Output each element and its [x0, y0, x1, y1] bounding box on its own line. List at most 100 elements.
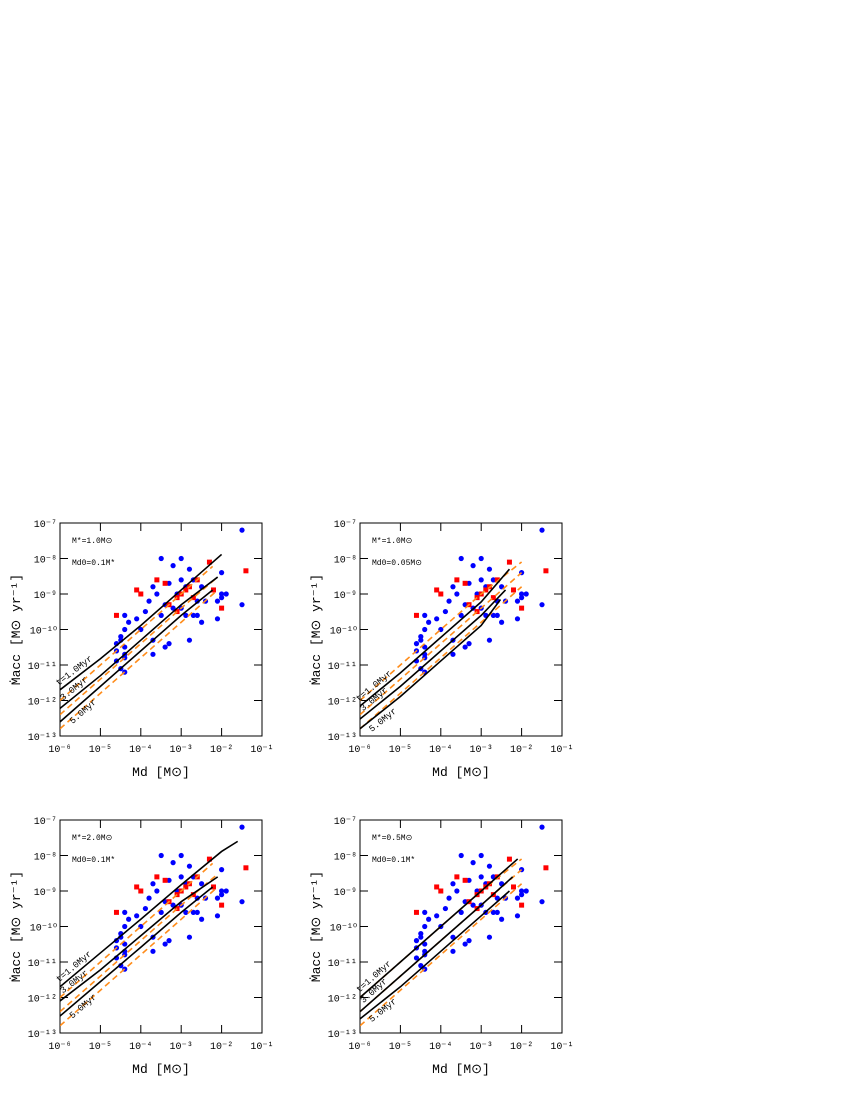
circle-point: [478, 874, 484, 880]
circle-point: [539, 824, 545, 830]
plot-frame: [359, 522, 563, 737]
circle-point: [170, 563, 176, 569]
circle-point: [514, 598, 521, 604]
square-point: [519, 605, 525, 611]
y-tick-label: 10⁻¹³: [328, 1030, 357, 1041]
square-point: [210, 587, 216, 593]
circle-point: [219, 591, 225, 597]
circle-point: [514, 913, 521, 919]
y-axis-label: Ṁacc [M⊙ yr⁻¹]: [9, 574, 24, 685]
x-tick-label: 10⁻¹: [250, 745, 273, 756]
circle-point: [466, 938, 472, 944]
y-tick-label: 10⁻¹⁰: [330, 626, 357, 638]
square-point: [154, 874, 160, 880]
circle-point: [150, 948, 156, 954]
x-tick-label: 10⁻²: [510, 745, 533, 756]
circle-point: [442, 608, 449, 615]
x-tick-label: 10⁻⁵: [389, 1042, 412, 1053]
y-tick-label: 10⁻¹¹: [28, 959, 57, 970]
model-line: [360, 883, 523, 1027]
circle-point: [486, 637, 493, 643]
square-point: [183, 884, 189, 890]
y-tick-label: 10⁻⁸: [334, 853, 357, 864]
square-point: [506, 856, 512, 862]
circle-point: [462, 941, 468, 947]
x-tick-label: 10⁻³: [470, 1042, 493, 1053]
square-point: [434, 587, 440, 593]
circle-point: [166, 877, 172, 883]
y-tick-label: 10⁻⁸: [34, 556, 57, 567]
square-point: [462, 580, 468, 586]
square-point: [519, 902, 525, 908]
model-line: [360, 589, 507, 720]
circle-point: [178, 555, 184, 562]
square-point: [206, 559, 212, 565]
y-tick-label: 10⁻¹¹: [328, 959, 357, 970]
circle-point: [166, 641, 172, 647]
model-line: [60, 876, 219, 1002]
circle-point: [158, 852, 164, 859]
y-tick-label: 10⁻¹²: [28, 995, 57, 1006]
circle-point: [194, 612, 200, 618]
circle-point: [494, 612, 500, 618]
circle-point: [183, 612, 189, 618]
circle-point: [486, 934, 493, 940]
circle-point: [539, 899, 545, 905]
circle-point: [422, 923, 428, 930]
circle-point: [418, 637, 424, 643]
x-tick-label: 10⁻⁴: [429, 744, 452, 756]
y-tick-label: 10⁻⁹: [34, 591, 57, 602]
circle-point: [499, 619, 505, 625]
circle-point: [146, 895, 152, 901]
circle-point: [150, 584, 156, 590]
circle-point: [214, 598, 221, 604]
circle-point: [158, 909, 164, 915]
circle-point: [239, 527, 245, 533]
circle-point: [470, 563, 476, 569]
x-tick-label: 10⁻¹: [550, 1042, 573, 1053]
circle-point: [462, 644, 468, 650]
circle-point: [514, 616, 521, 622]
circle-point: [170, 605, 176, 611]
y-tick-label: 10⁻¹⁰: [30, 626, 57, 638]
model-line: [60, 886, 214, 1017]
x-tick-label: 10⁻¹: [550, 745, 573, 756]
square-point: [210, 884, 216, 890]
circle-point: [413, 938, 420, 944]
circle-point: [186, 863, 193, 869]
model-line: [60, 565, 214, 702]
x-tick-label: 10⁻⁴: [129, 1041, 152, 1053]
circle-point: [170, 860, 176, 866]
circle-point: [219, 570, 225, 576]
panel: 10⁻⁶ 10⁻⁵ 10⁻⁴ 10⁻³ 10⁻² 10⁻¹ 10⁻¹³ 10⁻¹² 10⁻¹¹ 1…: [309, 520, 574, 780]
circle-point: [466, 641, 472, 647]
circle-point: [458, 909, 464, 915]
y-tick-label: 10⁻⁹: [34, 888, 57, 899]
plot-area: [360, 527, 549, 730]
x-tick-label: 10⁻⁴: [429, 1041, 452, 1053]
model-line: [360, 586, 523, 730]
plot-frame: [359, 819, 563, 1034]
panel: 10⁻⁶ 10⁻⁵ 10⁻⁴ 10⁻³ 10⁻² 10⁻¹ 10⁻¹³ 10⁻¹² 10⁻¹¹ 1…: [9, 817, 274, 1077]
x-tick-label: 10⁻³: [170, 1042, 193, 1053]
y-tick-label: 10⁻¹⁰: [330, 923, 357, 935]
y-tick-label: 10⁻¹³: [28, 733, 57, 744]
square-point: [113, 909, 119, 915]
circle-point: [418, 634, 424, 640]
circle-point: [126, 619, 132, 625]
x-tick-label: 10⁻⁶: [48, 745, 71, 756]
circle-point: [142, 905, 149, 912]
circle-point: [490, 612, 496, 618]
y-axis-label: Ṁacc [M⊙ yr⁻¹]: [9, 871, 24, 982]
circle-point: [166, 938, 172, 944]
x-tick-label: 10⁻⁵: [389, 745, 412, 756]
circle-point: [446, 598, 452, 604]
circle-point: [519, 892, 525, 898]
circle-point: [183, 909, 189, 915]
circle-point: [523, 888, 529, 894]
square-point: [162, 877, 168, 883]
y-tick-label: 10⁻⁸: [34, 853, 57, 864]
model-line: [60, 873, 219, 1013]
circle-point: [190, 612, 196, 618]
